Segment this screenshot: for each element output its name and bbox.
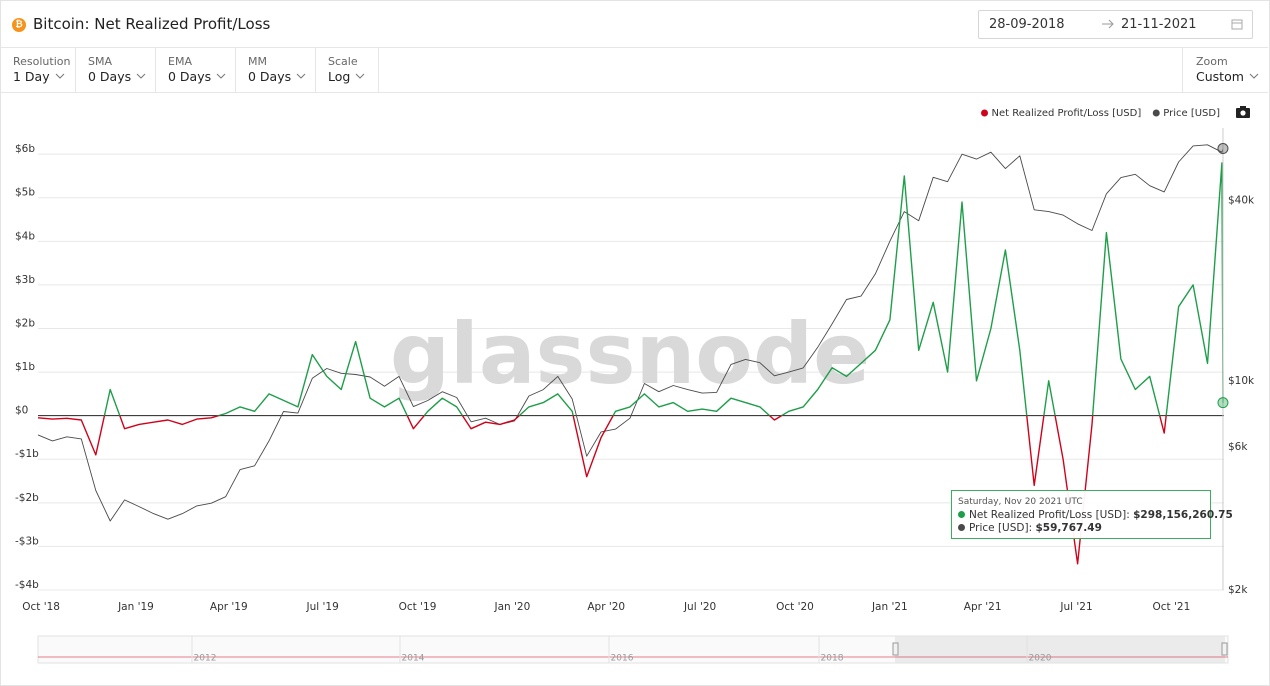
legend-label[interactable]: Price [USD] <box>1163 108 1220 119</box>
y-tick-label: $4b <box>15 230 35 242</box>
chevron-icon <box>216 73 226 79</box>
x-tick-label: Oct '20 <box>776 601 814 613</box>
y2-tick-label: $40k <box>1228 195 1255 207</box>
y-tick-label: $3b <box>15 274 35 286</box>
control-label: Scale <box>328 55 358 68</box>
page-title: Bitcoin: Net Realized Profit/Loss <box>33 15 271 33</box>
control[interactable]: Resolution 1 Day <box>0 48 76 92</box>
control-label: MM <box>248 55 267 68</box>
legend-label[interactable]: Net Realized Profit/Loss [USD] <box>992 108 1142 119</box>
chevron-icon <box>1249 73 1259 79</box>
x-tick-label: Apr '20 <box>587 601 625 613</box>
control[interactable]: Scale Log <box>315 48 379 92</box>
y-tick-label: -$3b <box>15 535 39 547</box>
control-value: 0 Days <box>88 69 132 84</box>
control[interactable]: MM 0 Days <box>235 48 316 92</box>
series-line-negative <box>37 415 1167 565</box>
chevron-icon <box>55 73 64 79</box>
control-label: EMA <box>168 55 192 68</box>
tooltip-series: Net Realized Profit/Loss [USD] <box>969 509 1127 521</box>
tooltip-row: Net Realized Profit/Loss [USD]: $298,156… <box>958 509 1233 521</box>
y-tick-label: $0 <box>15 405 28 417</box>
legend-swatch <box>981 109 989 117</box>
header: ₿ Bitcoin: Net Realized Profit/Loss 28-0… <box>0 0 1268 48</box>
hover-marker <box>1217 143 1229 155</box>
control[interactable]: SMA 0 Days <box>75 48 156 92</box>
hover-marker <box>1217 397 1229 409</box>
tooltip-value: $298,156,260.75 <box>1133 509 1233 521</box>
date-from[interactable]: 28-09-2018 <box>989 17 1065 32</box>
watermark: glassnode <box>390 305 870 403</box>
y-tick-label: $5b <box>15 187 35 199</box>
x-tick-label: Jan '19 <box>117 601 154 613</box>
chevron <box>216 73 226 79</box>
chevron <box>136 73 146 79</box>
legend-swatch <box>1152 109 1160 117</box>
control-label: Zoom <box>1196 55 1228 68</box>
x-tick-label: Apr '19 <box>210 601 248 613</box>
chevron <box>296 73 306 79</box>
tooltip-row: Price [USD]: $59,767.49 <box>958 522 1102 534</box>
x-tick-label: Jul '19 <box>306 601 339 613</box>
x-tick-label: Jan '20 <box>494 601 531 613</box>
tooltip-title: Saturday, Nov 20 2021 UTC <box>958 497 1083 507</box>
y-tick-label: $1b <box>15 361 35 373</box>
control-value: Custom <box>1196 69 1244 84</box>
x-tick-label: Jan '21 <box>871 601 908 613</box>
x-tick-label: Jul '20 <box>683 601 716 613</box>
x-tick-label: Oct '21 <box>1153 601 1191 613</box>
y2-tick-label: $2k <box>1228 584 1248 596</box>
chevron-icon <box>296 73 306 79</box>
y2-tick-label: $10k <box>1228 375 1255 387</box>
control-value: Log <box>328 69 351 84</box>
control-value: 1 Day <box>13 69 50 84</box>
tooltip-dot <box>958 511 965 518</box>
control[interactable]: EMA 0 Days <box>155 48 236 92</box>
navigator-handle[interactable] <box>1221 642 1228 656</box>
y-tick-label: $6b <box>15 143 35 155</box>
control-label: SMA <box>88 55 112 68</box>
series-line <box>103 162 1224 416</box>
control-value: 0 Days <box>248 69 292 84</box>
control-label: Resolution <box>13 55 71 68</box>
navigator-label: 2016 <box>611 654 634 664</box>
chevron <box>55 73 64 79</box>
y-tick-label: -$4b <box>15 579 39 591</box>
y-tick-label: -$1b <box>15 448 39 460</box>
controls-bar: Resolution 1 Day SMA 0 Days EMA 0 Days MM 0 Day… <box>0 48 1268 93</box>
zoom-control[interactable]: Zoom Custom <box>1182 48 1269 92</box>
y-tick-label: $2b <box>15 317 35 329</box>
camera-icon[interactable] <box>1236 106 1250 118</box>
navigator-handle[interactable] <box>892 642 899 656</box>
tooltip: Saturday, Nov 20 2021 UTC Net Realized P… <box>951 490 1233 539</box>
calendar-icon[interactable] <box>1231 18 1243 30</box>
chevron <box>355 73 365 79</box>
date-range[interactable]: 28-09-2018 21-11-2021 <box>978 10 1253 39</box>
navigator-label: 2012 <box>194 654 217 664</box>
tooltip-value: $59,767.49 <box>1035 522 1102 534</box>
arrow-icon <box>1102 19 1114 29</box>
navigator-label: 2014 <box>402 654 425 664</box>
y-tick-label: -$2b <box>15 492 39 504</box>
tooltip-dot <box>958 524 965 531</box>
navigator-label: 2018 <box>821 654 844 664</box>
x-tick-label: Jul '21 <box>1059 601 1092 613</box>
chevron <box>1249 73 1259 79</box>
navigator-selection[interactable] <box>895 636 1225 663</box>
bitcoin-icon: ₿ <box>12 18 26 32</box>
tooltip-series: Price [USD] <box>969 522 1029 534</box>
navigator-label: 2020 <box>1029 654 1052 664</box>
y2-tick-label: $6k <box>1228 441 1248 453</box>
date-to[interactable]: 21-11-2021 <box>1121 17 1197 32</box>
chevron-icon <box>355 73 365 79</box>
x-tick-label: Oct '18 <box>22 601 60 613</box>
x-tick-label: Oct '19 <box>399 601 437 613</box>
chevron-icon <box>136 73 146 79</box>
control-value: 0 Days <box>168 69 212 84</box>
x-tick-label: Apr '21 <box>964 601 1002 613</box>
